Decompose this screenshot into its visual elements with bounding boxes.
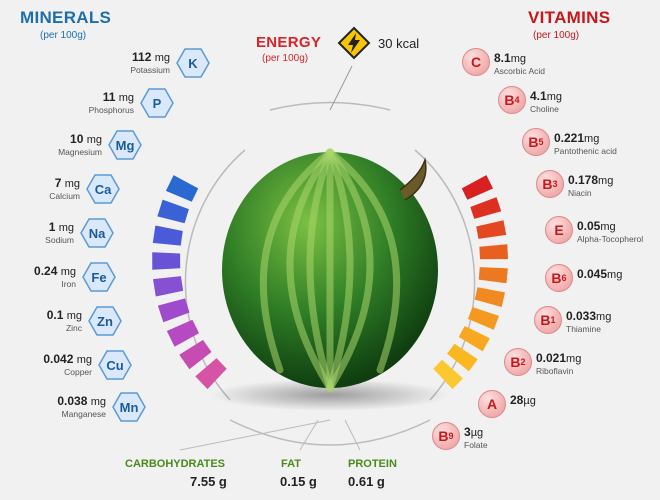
- mineral-amount: 0.1 mg: [46, 308, 82, 322]
- vitamin-name: Folate: [464, 440, 488, 450]
- inner-arc-right: [414, 149, 476, 401]
- mineral-amount: 7 mg: [54, 176, 80, 190]
- bottom-arc: [229, 419, 431, 446]
- mineral-bar-segment: [165, 175, 199, 202]
- mineral-amount: 10 mg: [70, 132, 102, 146]
- mineral-bar-segment: [166, 319, 199, 347]
- protein-label: PROTEIN: [348, 458, 397, 470]
- mineral-amount: 1 mg: [48, 220, 74, 234]
- energy-value: 30 kcal: [378, 36, 420, 51]
- minerals-subtitle: (per 100g): [40, 30, 87, 41]
- mineral-bar-segment: [157, 298, 190, 323]
- vitamin-amount: 0.021mg: [536, 351, 582, 365]
- vitamin-name: Pantothenic acid: [554, 146, 617, 156]
- vitamin-bars: [433, 175, 508, 390]
- vitamin-amount: 0.05mg: [577, 219, 616, 233]
- mineral-amount: 0.24 mg: [34, 264, 76, 278]
- vitamin-amount: 0.221mg: [554, 131, 600, 145]
- mineral-symbol-badge: K: [176, 48, 210, 78]
- energy-subtitle: (per 100g): [262, 53, 309, 64]
- vitamin-bar-segment: [470, 197, 502, 219]
- mineral-symbol-badge: Fe: [82, 262, 116, 292]
- vitamin-bar-segment: [479, 244, 508, 260]
- mineral-symbol-badge: Cu: [98, 350, 132, 380]
- vitamin-bar-segment: [474, 287, 505, 307]
- vitamin-amount: 8.1mg: [494, 51, 526, 65]
- vitamin-bar-segment: [476, 220, 507, 239]
- vitamin-letter-badge: A: [478, 390, 506, 418]
- mineral-amount: 112 mg: [132, 50, 170, 64]
- protein-value: 0.61 g: [348, 474, 385, 489]
- mineral-bar-segment: [179, 339, 212, 370]
- vitamin-amount: 0.033mg: [566, 309, 612, 323]
- mineral-bar-segment: [195, 358, 227, 390]
- vitamin-amount: 0.178mg: [568, 173, 614, 187]
- vitamin-name: Niacin: [568, 188, 592, 198]
- vitamin-bar-segment: [447, 343, 478, 372]
- vitamin-name: Ascorbic Acid: [494, 66, 546, 76]
- watermelon-shadow: [210, 379, 450, 411]
- watermelon-image: [222, 148, 438, 392]
- vitamin-amount: 4.1mg: [530, 89, 562, 103]
- vitamin-name: Alpha-Tocopherol: [577, 234, 644, 244]
- mineral-amount: 0.038 mg: [57, 394, 106, 408]
- mineral-name: Potassium: [130, 65, 170, 75]
- vitamin-bar-segment: [458, 326, 490, 352]
- mineral-symbol-badge: Mg: [108, 130, 142, 160]
- mineral-bar-segment: [157, 199, 189, 224]
- mineral-bars: [152, 175, 227, 390]
- vitamins-title: VITAMINS: [528, 8, 611, 27]
- vitamin-name: Thiamine: [566, 324, 601, 334]
- mineral-name: Magnesium: [58, 147, 102, 157]
- energy-title: ENERGY: [256, 34, 322, 51]
- vitamins-subtitle: (per 100g): [533, 30, 580, 41]
- vitamin-amount: 0.045mg: [577, 267, 623, 281]
- mineral-symbol-badge: P: [140, 88, 174, 118]
- vitamin-letter-badge: E: [545, 216, 573, 244]
- mineral-bar-segment: [152, 225, 183, 246]
- vitamin-bar-segment: [468, 307, 499, 330]
- vitamin-name: Choline: [530, 104, 559, 114]
- lightning-bolt-icon: [337, 26, 371, 60]
- mineral-name: Sodium: [45, 235, 74, 245]
- vitamin-bar-segment: [433, 359, 463, 390]
- mineral-bar-segment: [153, 276, 184, 297]
- vitamin-amount: 3µg: [464, 425, 484, 439]
- mineral-symbol-badge: Na: [80, 218, 114, 248]
- vitamin-amount: 28µg: [510, 393, 536, 407]
- mineral-amount: 0.042 mg: [43, 352, 92, 366]
- mineral-symbol-badge: Mn: [112, 392, 146, 422]
- vitamin-bar-segment: [478, 267, 508, 284]
- energy-connector: [329, 65, 353, 111]
- carbohydrates-value: 7.55 g: [190, 474, 227, 489]
- mineral-amount: 11 mg: [102, 90, 134, 104]
- vitamin-bar-segment: [461, 175, 493, 200]
- vitamin-letter-badge: C: [462, 48, 490, 76]
- carbohydrates-label: CARBOHYDRATES: [125, 458, 226, 470]
- vitamin-name: Riboflavin: [536, 366, 574, 376]
- mineral-name: Phosphorus: [88, 105, 134, 115]
- fat-value: 0.15 g: [280, 474, 317, 489]
- mineral-name: Iron: [61, 279, 76, 289]
- mineral-name: Calcium: [49, 191, 80, 201]
- mineral-name: Zinc: [65, 323, 82, 333]
- mineral-symbol-badge: Zn: [88, 306, 122, 336]
- mineral-symbol-badge: Ca: [86, 174, 120, 204]
- mineral-bar-segment: [152, 252, 181, 270]
- minerals-title: MINERALS: [20, 8, 112, 27]
- mineral-name: Copper: [64, 367, 92, 377]
- fat-label: FAT: [281, 458, 301, 470]
- mineral-name: Manganese: [61, 409, 106, 419]
- top-arc: [269, 101, 391, 111]
